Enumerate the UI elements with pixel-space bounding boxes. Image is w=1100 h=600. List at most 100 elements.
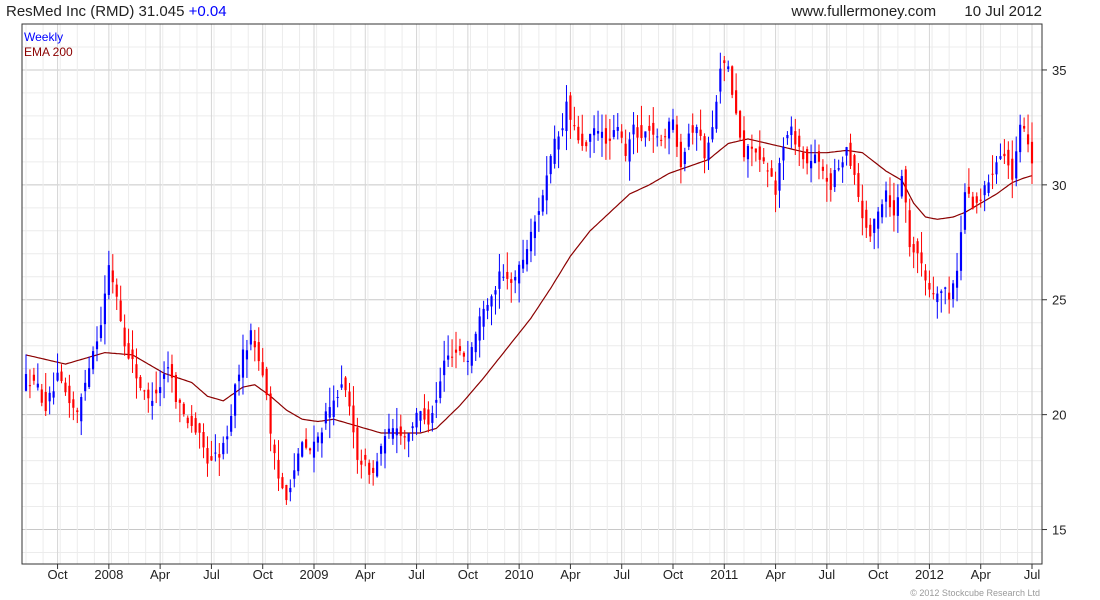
legend-weekly: Weekly (24, 30, 63, 44)
candle (166, 351, 170, 383)
candle (415, 407, 418, 436)
candle-body (1011, 158, 1014, 180)
candle-body (920, 252, 923, 264)
candle-body (466, 360, 469, 362)
candle (959, 215, 963, 281)
chart-header: ResMed Inc (RMD) 31.045 +0.04 www.fuller… (0, 0, 1100, 24)
candle-body (928, 282, 931, 290)
x-tick-label: Apr (560, 567, 581, 582)
candle-body (738, 111, 742, 138)
x-tick-label: Jul (408, 567, 425, 582)
candle-body (620, 131, 623, 138)
candle (687, 123, 690, 151)
candle-body (975, 196, 978, 203)
candle-body (671, 119, 675, 130)
x-tick-label: Apr (765, 567, 786, 582)
candle (537, 197, 540, 232)
x-tick-label: Oct (458, 567, 479, 582)
candle (892, 182, 896, 232)
candle-body (561, 128, 564, 131)
candle (518, 261, 521, 303)
candle (395, 407, 398, 454)
candle-body (955, 270, 959, 288)
candle (391, 418, 394, 445)
candle (399, 414, 402, 445)
candle (379, 443, 383, 466)
candle-body (253, 341, 256, 348)
candle (419, 410, 422, 433)
candle-body (506, 271, 509, 279)
candle (585, 140, 588, 152)
candle-body (28, 385, 32, 387)
candle-body (119, 300, 122, 322)
candle-body (458, 346, 462, 351)
candle-body (131, 349, 134, 360)
candle (447, 335, 450, 367)
candle (738, 109, 742, 141)
candle (162, 361, 166, 399)
candle (628, 132, 631, 181)
candle-body (967, 186, 970, 194)
candle-body (577, 126, 580, 141)
candle (963, 183, 967, 234)
candle (510, 272, 513, 303)
candle-body (111, 270, 114, 283)
x-tick-label: 2008 (94, 567, 123, 582)
chart-date: 10 Jul 2012 (964, 3, 1042, 20)
candle (84, 369, 87, 401)
candle (107, 250, 110, 300)
candle (206, 436, 209, 477)
candle (632, 112, 635, 155)
candle (123, 314, 126, 356)
candle (711, 110, 714, 143)
candle (482, 300, 485, 340)
candle-body (829, 173, 832, 190)
candle-body (443, 360, 446, 376)
candle-body (833, 169, 836, 188)
candle (750, 134, 753, 167)
candle-body (297, 453, 300, 472)
candle (829, 168, 832, 202)
candle (64, 377, 67, 396)
candle-body (1015, 151, 1018, 179)
candle-body (632, 124, 635, 135)
candle-body (336, 397, 339, 399)
candle-body (155, 389, 158, 394)
candle (40, 383, 43, 407)
x-tick-label: 2010 (505, 567, 534, 582)
candle (549, 154, 552, 184)
candle-body (364, 454, 367, 460)
candle-body (182, 403, 185, 415)
candle (884, 181, 888, 218)
candle (553, 125, 556, 169)
candle-body (537, 211, 540, 215)
candle (1023, 117, 1026, 132)
candle-body (210, 456, 213, 461)
candle (577, 115, 580, 144)
candle-body (608, 138, 611, 141)
candle-body (257, 342, 260, 362)
x-tick-label: 2012 (915, 567, 944, 582)
candle (928, 270, 931, 298)
candle-body (202, 432, 205, 448)
candle-body (502, 276, 505, 278)
candle (809, 144, 813, 183)
candle-body (675, 124, 679, 147)
candle-body (952, 283, 955, 300)
candle-body (963, 192, 967, 230)
candle-body (585, 142, 588, 147)
candle (253, 329, 256, 362)
candle-body (139, 376, 142, 389)
grid (22, 24, 1042, 564)
candle-body (423, 408, 426, 420)
candle (48, 386, 51, 415)
candle-body (691, 125, 694, 133)
candle-body (44, 391, 47, 412)
candle (790, 116, 793, 149)
candle (971, 191, 974, 210)
candle-body (798, 135, 801, 147)
candle (857, 163, 860, 203)
candle-body (924, 270, 927, 281)
candle-body (206, 448, 209, 464)
candle-body (127, 343, 130, 359)
